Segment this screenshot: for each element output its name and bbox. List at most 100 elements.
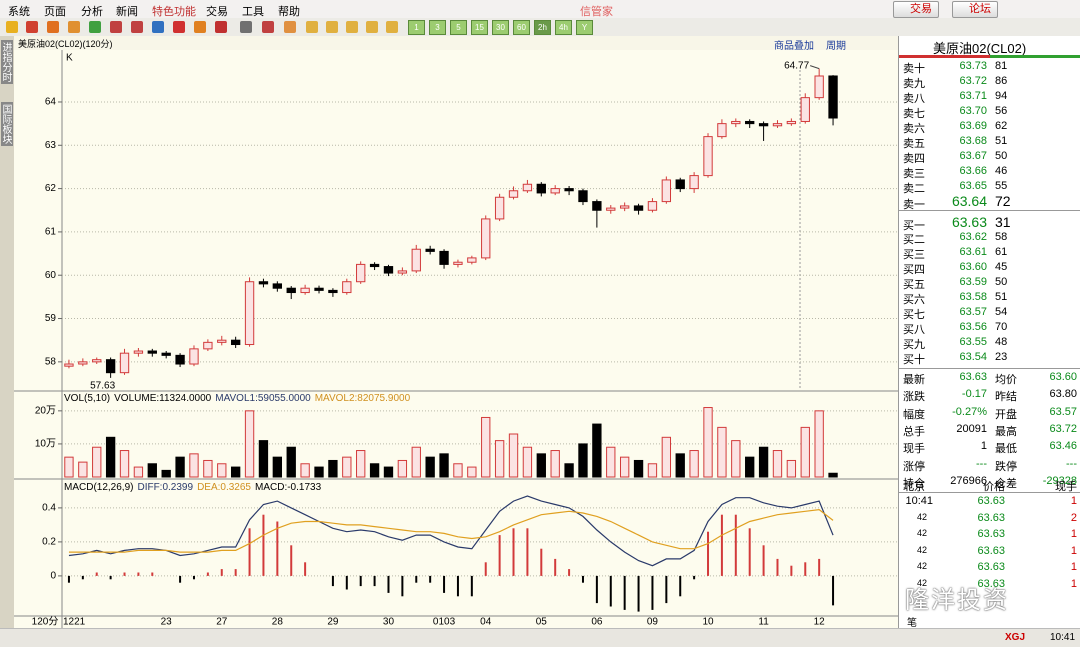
candle-body (78, 361, 88, 365)
period-button[interactable]: 5 (450, 20, 467, 35)
tool-icon[interactable] (173, 21, 185, 33)
tool-icon[interactable] (240, 21, 252, 33)
tool-icon[interactable] (68, 21, 80, 33)
stat-label: 总手 (903, 425, 925, 438)
tool-icon[interactable] (131, 21, 143, 33)
book-label: 买三 (903, 249, 925, 261)
tool-icon[interactable] (215, 21, 227, 33)
tool-icon[interactable] (110, 21, 122, 33)
volume-bar (314, 466, 324, 478)
volume-bar (244, 410, 255, 478)
tick-price: 63.63 (977, 495, 1005, 507)
candle-body (592, 201, 602, 211)
period-button[interactable]: 1 (408, 20, 425, 35)
side-tab[interactable]: 国际板块 (0, 102, 13, 146)
tick-volume: 1 (1070, 544, 1077, 557)
book-volume: 50 (995, 276, 1008, 288)
period-button[interactable]: 4h (555, 20, 572, 35)
volume-bar (258, 440, 269, 478)
tool-icon[interactable] (6, 21, 18, 33)
period-button[interactable]: 3 (429, 20, 446, 35)
header-link[interactable]: 商品叠加 (774, 41, 814, 52)
tool-icon[interactable] (89, 21, 101, 33)
book-label: 卖五 (903, 138, 925, 150)
period-button[interactable]: 2h (534, 20, 551, 35)
volume-bar (189, 453, 199, 478)
volume-bar (369, 463, 380, 478)
candle-body (258, 281, 269, 285)
trade-button[interactable]: 交易 (893, 1, 939, 18)
app-title: 信管家 (580, 6, 613, 18)
tool-icon[interactable] (194, 21, 206, 33)
candle-body (606, 207, 616, 211)
candle-body (494, 196, 505, 220)
book-volume: 51 (995, 291, 1008, 303)
tool-icon[interactable] (366, 21, 378, 33)
book-label: 卖九 (903, 78, 925, 90)
menu-item[interactable]: 特色功能 (152, 6, 196, 18)
menu-item[interactable]: 交易 (206, 6, 228, 18)
menu-item[interactable]: 系统 (8, 6, 30, 18)
period-button[interactable]: Y (576, 20, 593, 35)
book-price: 63.60 (959, 261, 987, 273)
tool-icon[interactable] (47, 21, 59, 33)
volume-bar (175, 456, 185, 478)
stat-label: 涨停 (903, 460, 925, 473)
volume-bar (550, 450, 560, 478)
book-label: 买八 (903, 324, 925, 336)
candle-body (536, 183, 546, 194)
menu-item[interactable]: 帮助 (278, 6, 300, 18)
candle-body (147, 350, 157, 354)
status-bar: XGJ 10:41 (0, 628, 1080, 647)
stat-value: --- (976, 457, 987, 470)
volume-bar (633, 459, 644, 478)
book-price: 63.62 (959, 231, 987, 243)
menu-item[interactable]: 工具 (242, 6, 264, 18)
x-tick-label: 09 (647, 617, 659, 628)
book-volume: 55 (995, 180, 1008, 192)
tool-icon[interactable] (306, 21, 318, 33)
book-price: 63.65 (959, 180, 987, 192)
tool-icon[interactable] (326, 21, 338, 33)
tool-icon[interactable] (386, 21, 398, 33)
stat-value: -29328 (1042, 474, 1077, 487)
tick-time: 10:41 (905, 495, 933, 507)
tool-icon[interactable] (26, 21, 38, 33)
book-label: 买四 (903, 264, 925, 276)
book-label: 买十 (903, 354, 925, 366)
tool-icon[interactable] (152, 21, 164, 33)
period-button[interactable]: 15 (471, 20, 488, 35)
menu-item[interactable]: 分析 (81, 6, 103, 18)
book-price: 63.67 (959, 150, 987, 162)
book-volume: 86 (995, 75, 1008, 87)
macd-line (68, 495, 834, 567)
tool-icon[interactable] (284, 21, 296, 33)
volume-bar (536, 453, 546, 478)
candle-body (550, 188, 560, 194)
macd-legend: MACD(12,26,9) DIFF:0.2399 DEA:0.3265 MACD:-… (64, 481, 325, 493)
volume-bar (481, 416, 491, 478)
book-price: 63.64 (951, 193, 987, 209)
book-label: 买七 (903, 309, 925, 321)
candle-body (342, 281, 352, 294)
menu-item[interactable]: 新闻 (116, 6, 138, 18)
tool-icon[interactable] (346, 21, 358, 33)
forum-button[interactable]: 论坛 (952, 1, 998, 18)
candle-body (758, 123, 769, 127)
quote-title: 美原油02(CL02) (933, 41, 1027, 56)
period-button[interactable]: 30 (492, 20, 509, 35)
tool-icon[interactable] (262, 21, 274, 33)
side-tab[interactable]: 进指分时 (0, 40, 13, 84)
book-volume: 62 (995, 120, 1008, 132)
tick-price: 63.63 (977, 561, 1005, 573)
menu-item[interactable]: 页面 (44, 6, 66, 18)
candle-body (356, 263, 366, 283)
book-volume: 31 (995, 214, 1011, 230)
book-volume: 23 (995, 351, 1008, 363)
period-button[interactable]: 60 (513, 20, 530, 35)
candle-body (661, 179, 672, 203)
book-price: 63.70 (959, 105, 987, 117)
volume-bar (786, 459, 797, 478)
header-link[interactable]: 周期 (826, 41, 846, 52)
volume-bar (105, 436, 116, 478)
